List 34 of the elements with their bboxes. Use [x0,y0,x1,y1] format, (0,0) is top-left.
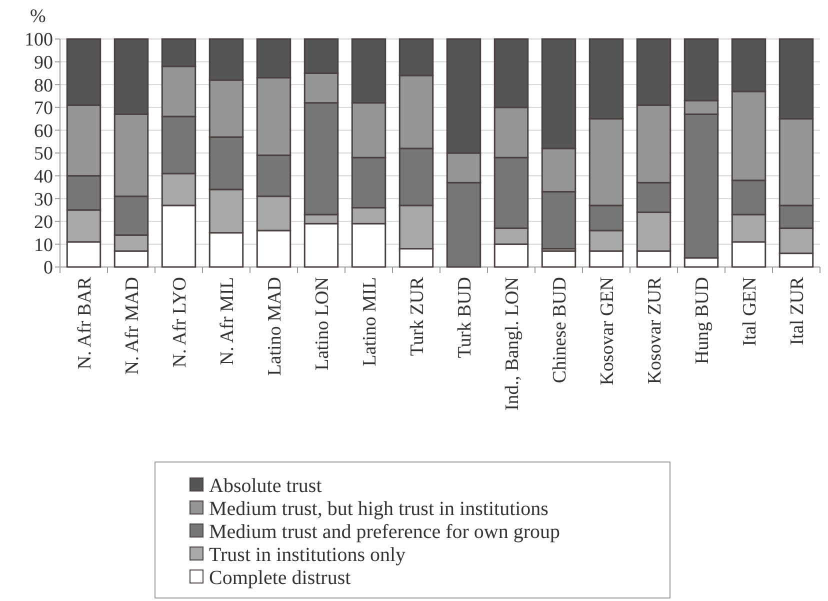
x-tick-label: Turk ZUR [406,276,428,356]
x-tick-label: Chinese BUD [549,277,570,384]
y-tick-label: 40 [34,166,53,188]
y-tick-label: 10 [34,234,53,256]
x-tick-label: Turk BUD [454,277,476,358]
x-tick-label: Kosovar ZUR [644,276,666,384]
x-tick-label: N. Afr BAR [74,276,96,370]
x-tick-label: Latino MIL [359,277,380,366]
y-tick-label: 30 [34,189,53,210]
x-tick-label: N. Afr MIL [216,277,238,366]
x-tick-label: Ind., Bangl. LON [502,276,523,411]
x-tick-label: N. Afr MAD [122,277,143,375]
y-tick-label: 100 [24,30,53,51]
y-tick-label: 60 [34,120,53,142]
legend-label: Trust in institutions only [209,544,406,566]
x-tick-label: Ital ZUR [786,276,808,346]
x-tick-label: Ital GEN [739,276,760,346]
x-tick-label: Latino LON [312,276,333,370]
x-tick-label: Latino MAD [264,277,286,376]
x-tick-label: Hung BUD [692,277,713,364]
x-tick-label: Kosovar GEN [596,276,618,386]
y-tick-label: 50 [34,144,53,165]
y-tick-label: 90 [34,52,53,74]
legend-label: Complete distrust [209,567,352,589]
y-axis-title: % [30,6,46,27]
y-tick-label: 20 [34,212,53,234]
bar [541,250,576,268]
legend-label: Medium trust, but high trust in institutions [209,498,549,520]
y-tick-label: 0 [44,258,53,279]
legend-label: Medium trust and preference for own group [209,521,560,543]
y-tick-label: 80 [34,75,53,96]
legend-label: Absolute trust [209,475,322,497]
y-tick-label: 70 [34,98,53,120]
x-tick-label: N. Afr LYO [169,277,190,368]
